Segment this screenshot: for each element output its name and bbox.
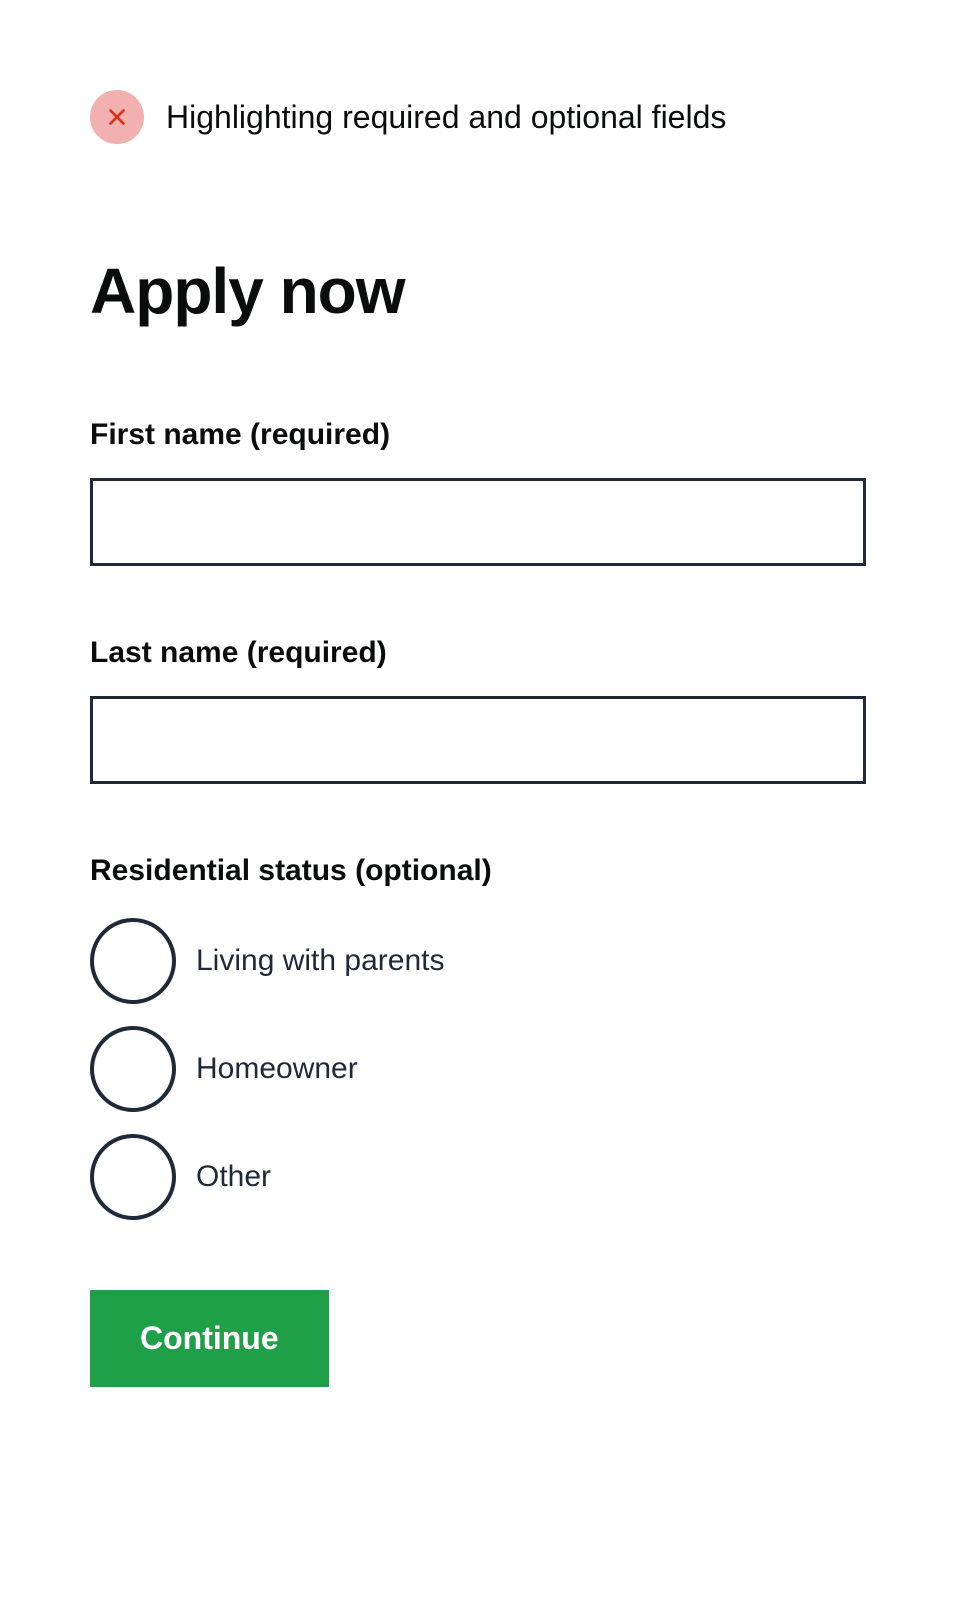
page-title: Apply now xyxy=(90,254,866,328)
last-name-input[interactable] xyxy=(90,696,866,784)
continue-button[interactable]: Continue xyxy=(90,1290,329,1387)
last-name-group: Last name (required) xyxy=(90,636,866,784)
last-name-label: Last name (required) xyxy=(90,636,866,670)
radio-item-homeowner[interactable]: Homeowner xyxy=(90,1026,866,1112)
first-name-label: First name (required) xyxy=(90,418,866,452)
banner: Highlighting required and optional field… xyxy=(90,90,866,144)
radio-item-living-with-parents[interactable]: Living with parents xyxy=(90,918,866,1004)
radio-item-other[interactable]: Other xyxy=(90,1134,866,1220)
radio-group: Living with parents Homeowner Other xyxy=(90,918,866,1220)
residential-status-legend: Residential status (optional) xyxy=(90,854,866,888)
first-name-group: First name (required) xyxy=(90,418,866,566)
residential-status-group: Residential status (optional) Living wit… xyxy=(90,854,866,1220)
radio-label: Living with parents xyxy=(196,944,444,978)
banner-text: Highlighting required and optional field… xyxy=(166,99,726,136)
radio-label: Other xyxy=(196,1160,271,1194)
radio-circle-icon xyxy=(90,1134,176,1220)
radio-circle-icon xyxy=(90,918,176,1004)
radio-label: Homeowner xyxy=(196,1052,358,1086)
first-name-input[interactable] xyxy=(90,478,866,566)
radio-circle-icon xyxy=(90,1026,176,1112)
close-icon xyxy=(90,90,144,144)
